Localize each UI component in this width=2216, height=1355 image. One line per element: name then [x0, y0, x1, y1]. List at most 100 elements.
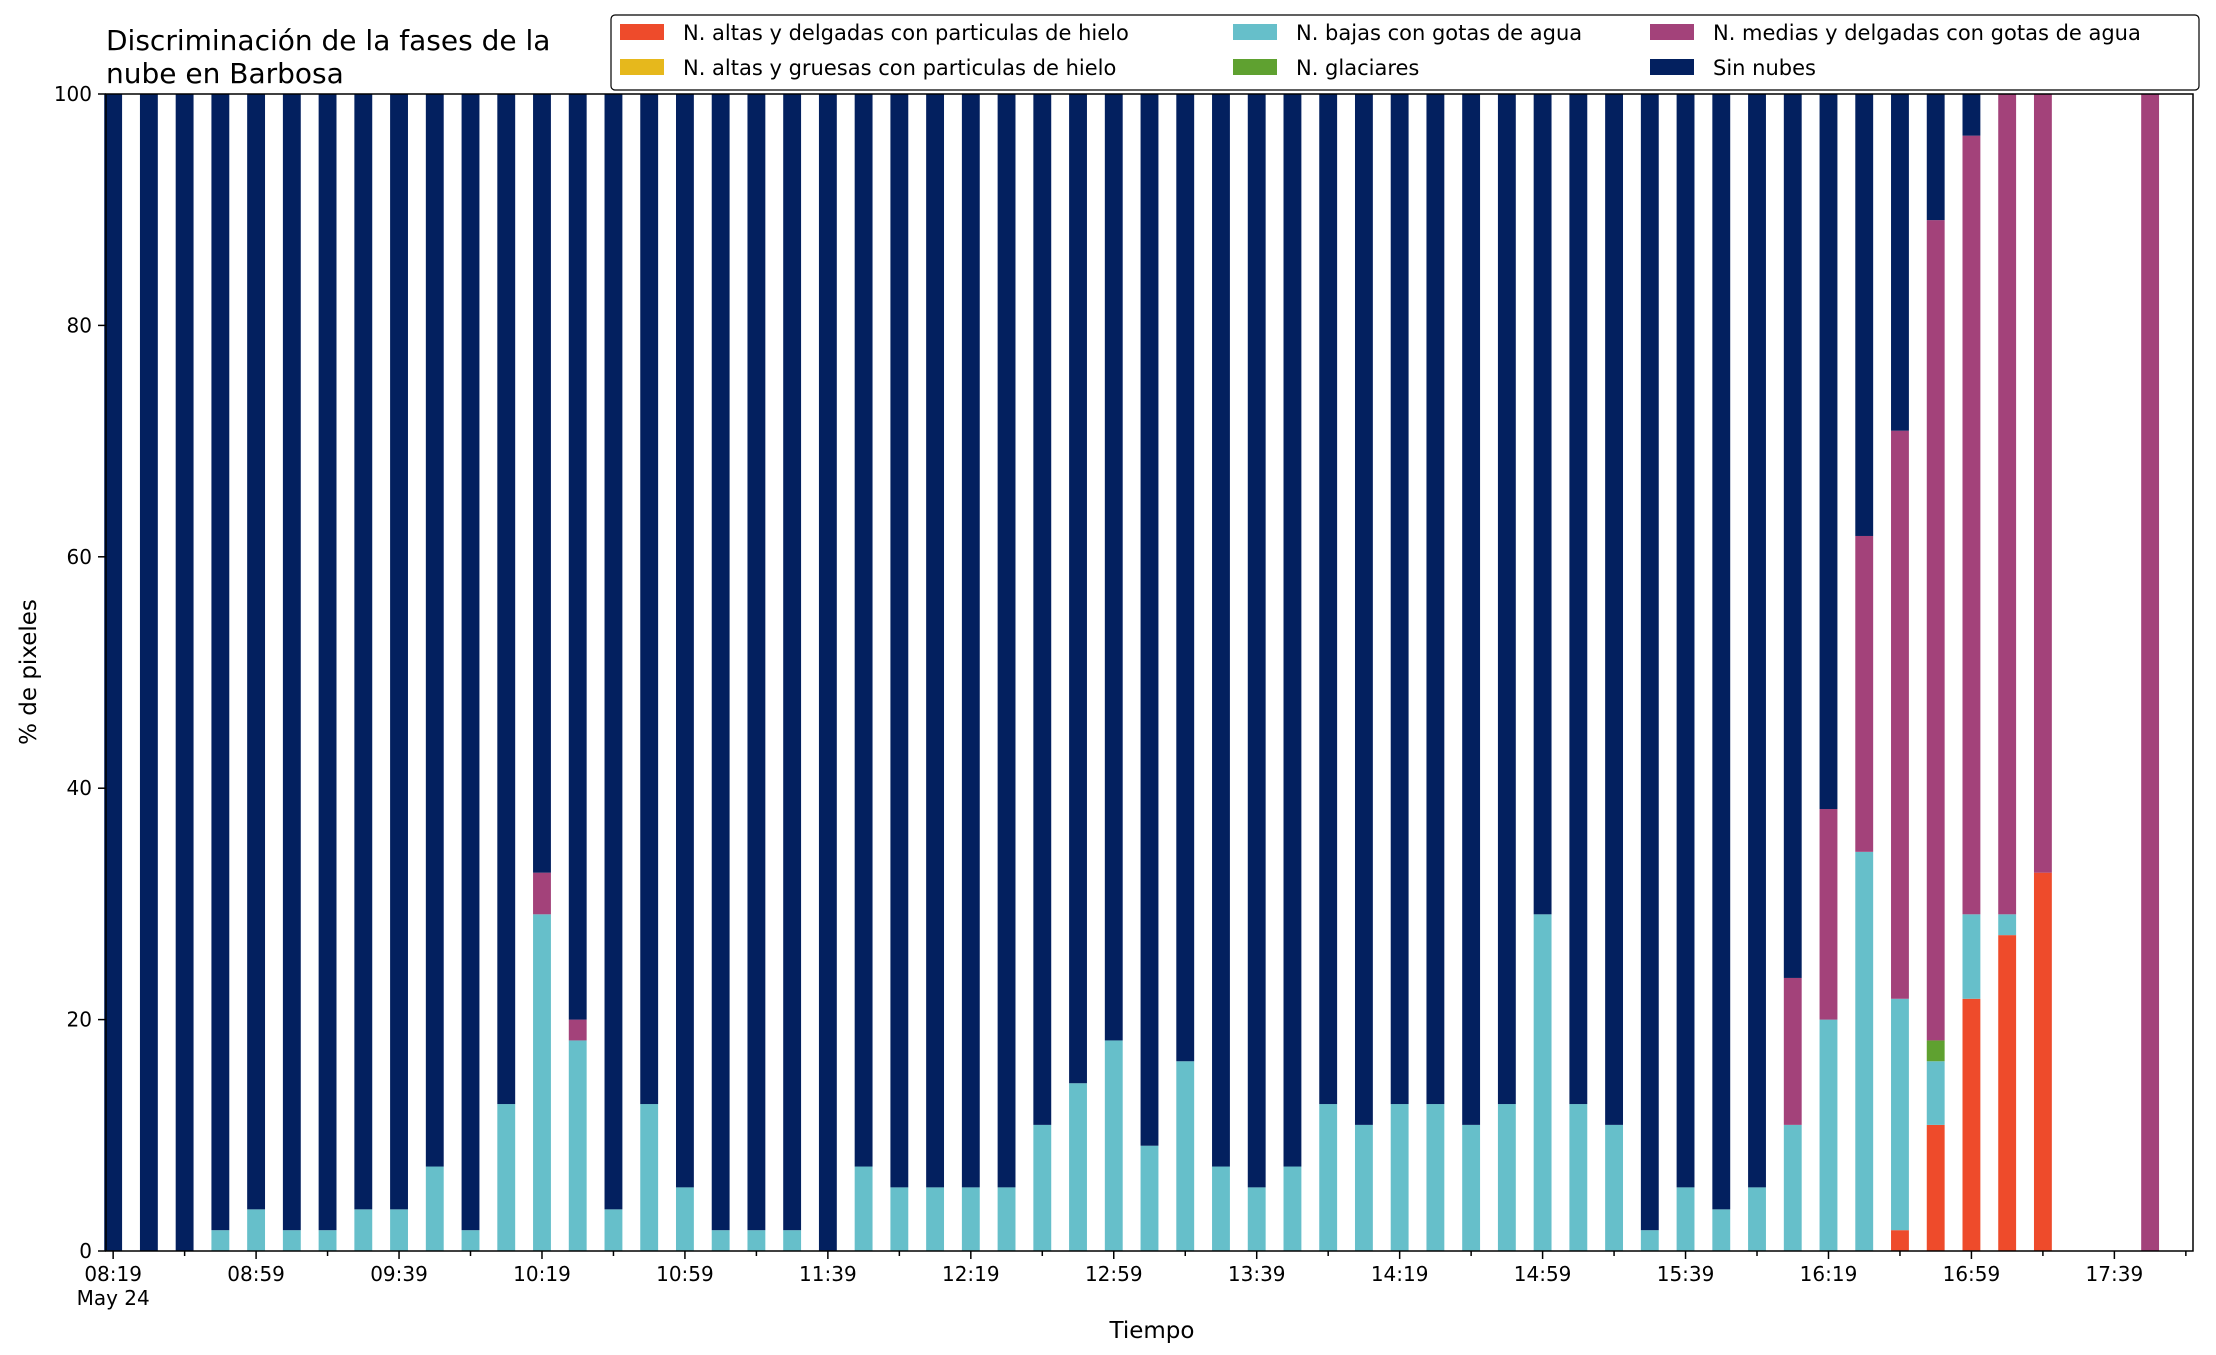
legend-label: N. medias y delgadas con gotas de agua [1713, 21, 2141, 45]
x-tick-label: 12:59 [1085, 1262, 1143, 1286]
bar-segment-0-54 [2033, 872, 2052, 1251]
legend-swatch [1233, 59, 1277, 75]
bar-segment-4-54 [2033, 94, 2052, 873]
y-tick-label: 60 [67, 545, 92, 569]
bar-segment-2-48 [1819, 1019, 1838, 1251]
bar-segment-5-39 [1497, 94, 1516, 1105]
bar-segment-2-40 [1533, 914, 1552, 1251]
bar-segment-5-40 [1533, 94, 1552, 915]
legend-swatch [1650, 59, 1694, 75]
bar-segment-2-21 [854, 1166, 873, 1251]
bar-segment-5-12 [533, 94, 551, 873]
bar-segment-2-12 [533, 914, 551, 1251]
bar-segment-5-33 [1283, 94, 1302, 1167]
bar-segment-5-34 [1319, 94, 1338, 1105]
bar-segment-5-24 [961, 94, 980, 1188]
bar-segment-5-43 [1640, 94, 1659, 1231]
bar-segment-5-14 [604, 94, 623, 1210]
bar-segment-2-15 [640, 1104, 659, 1251]
bar-segment-5-31 [1212, 94, 1230, 1167]
bar-segment-2-13 [568, 1040, 587, 1251]
bar-segment-4-53 [1998, 94, 2017, 915]
bar-segment-3-51 [1926, 1040, 1945, 1062]
bar-segment-5-45 [1712, 94, 1731, 1210]
x-tick-label: 08:19 [84, 1262, 142, 1286]
bar-segment-2-32 [1247, 1187, 1266, 1251]
bar-segment-2-45 [1712, 1209, 1731, 1251]
legend-box [610, 14, 2200, 91]
legend-label: N. altas y gruesas con particulas de hie… [683, 56, 1116, 80]
bar-segment-5-2 [175, 94, 194, 1251]
y-tick-label: 100 [54, 82, 92, 106]
bar-segment-5-20 [818, 94, 837, 1251]
bar-segment-2-49 [1855, 851, 1874, 1251]
bar-segment-5-19 [783, 94, 802, 1231]
bar-segment-5-13 [568, 94, 587, 1020]
bar-segment-5-47 [1783, 94, 1802, 978]
bar-segment-2-10 [461, 1230, 480, 1251]
bar-segment-2-3 [211, 1230, 230, 1251]
legend-label: N. altas y delgadas con particulas de hi… [683, 21, 1129, 45]
bar-segment-4-13 [568, 1019, 587, 1041]
y-axis-label: % de pixeles [16, 599, 42, 745]
x-tick-label: 13:39 [1228, 1262, 1286, 1286]
bar-segment-4-51 [1926, 220, 1945, 1041]
bar-segment-2-7 [354, 1209, 373, 1251]
bar-segment-2-36 [1390, 1104, 1409, 1251]
bar-segment-5-46 [1748, 94, 1766, 1188]
bar-segment-5-23 [926, 94, 945, 1188]
bar-segment-2-30 [1176, 1061, 1195, 1251]
bar-segment-5-4 [247, 94, 266, 1210]
bar-segment-0-50 [1891, 1230, 1909, 1251]
bar-segment-2-6 [318, 1230, 337, 1251]
bar-segment-5-25 [997, 94, 1016, 1188]
legend-label: N. bajas con gotas de agua [1296, 21, 1582, 45]
x-tick-label: 08:59 [227, 1262, 285, 1286]
bar-segment-2-27 [1069, 1083, 1087, 1251]
x-axis-label: Tiempo [1109, 1318, 1195, 1344]
bar-segment-2-18 [747, 1230, 766, 1251]
bar-segment-5-32 [1247, 94, 1266, 1188]
plot-frame [105, 93, 2194, 1252]
bar-segment-2-14 [604, 1209, 623, 1251]
bar-segment-2-11 [497, 1104, 516, 1251]
bar-segment-5-42 [1605, 94, 1624, 1125]
bar-segment-2-39 [1497, 1104, 1516, 1251]
bar-segment-5-49 [1855, 94, 1874, 536]
bar-segment-2-22 [890, 1187, 909, 1251]
legend-swatch [620, 59, 664, 75]
legend-swatch [620, 24, 664, 40]
bar-segment-5-37 [1426, 94, 1445, 1105]
legend-swatch [1650, 24, 1694, 40]
bar-segment-2-46 [1748, 1187, 1766, 1251]
x-tick-label: 10:59 [656, 1262, 714, 1286]
bar-segment-2-53 [1998, 914, 2017, 936]
bar-segment-5-52 [1962, 94, 1981, 136]
bar-segment-4-49 [1855, 535, 1874, 852]
bar-segment-5-36 [1390, 94, 1409, 1105]
bar-segment-5-11 [497, 94, 516, 1105]
bar-segment-5-35 [1354, 94, 1373, 1125]
bar-segment-5-17 [711, 94, 730, 1231]
bar-segment-5-44 [1676, 94, 1695, 1188]
bar-segment-5-15 [640, 94, 659, 1105]
x-tick-label: 14:19 [1371, 1262, 1429, 1286]
bar-segment-5-26 [1033, 94, 1052, 1125]
bar-segment-5-29 [1140, 94, 1159, 1146]
x-tick-label: 10:19 [513, 1262, 571, 1286]
bar-segment-2-24 [961, 1187, 980, 1251]
bar-segment-2-44 [1676, 1187, 1695, 1251]
bar-segment-2-23 [926, 1187, 945, 1251]
bar-segment-5-41 [1569, 94, 1588, 1105]
bar-segment-2-34 [1319, 1104, 1338, 1251]
bar-segment-4-52 [1962, 135, 1981, 915]
bar-segment-5-7 [354, 94, 373, 1210]
bar-segment-0-51 [1926, 1124, 1945, 1251]
bar-segment-2-38 [1462, 1124, 1481, 1251]
legend-swatch [1233, 24, 1277, 40]
bar-segment-2-8 [390, 1209, 408, 1251]
bar-segment-0-52 [1962, 998, 1981, 1251]
x-tick-label: 17:39 [2086, 1262, 2144, 1286]
bar-segment-2-5 [282, 1230, 301, 1251]
bar-segment-5-48 [1819, 94, 1838, 810]
